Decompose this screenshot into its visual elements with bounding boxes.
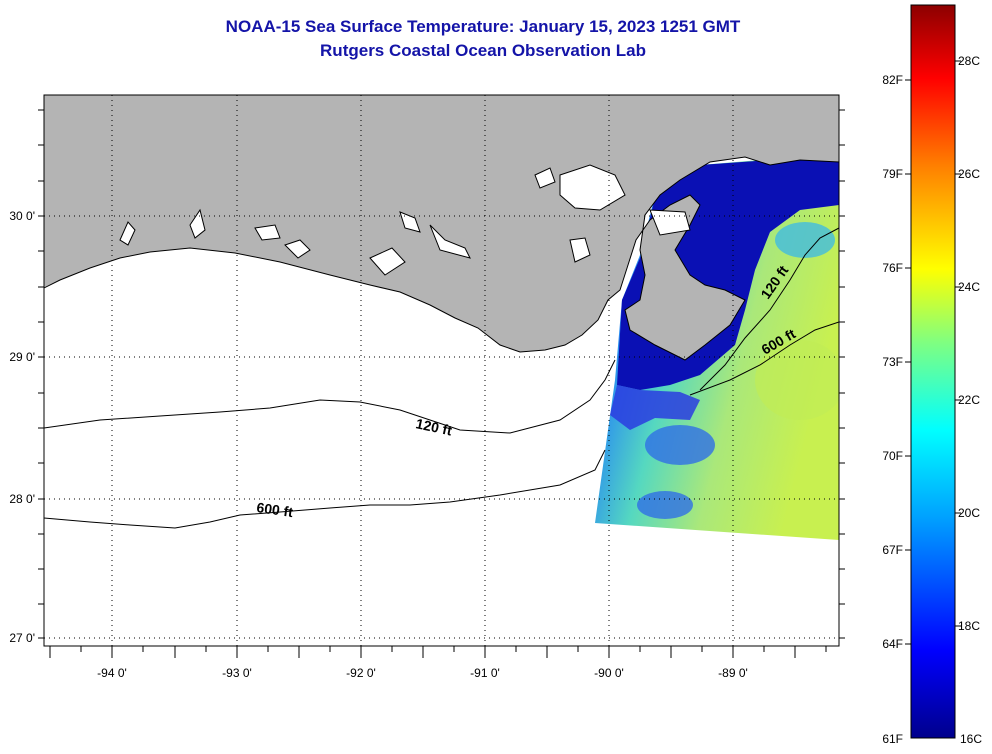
map-frame <box>43 94 840 647</box>
colorbar-f-label: 61F <box>882 732 903 746</box>
colorbar-c-label: 26C <box>958 167 980 181</box>
axis-ticks <box>38 109 845 658</box>
colorbar-f-label: 79F <box>882 167 903 181</box>
lon-label: -89 0' <box>718 666 748 680</box>
contour-label-600ft-west: 600 ft <box>256 499 295 520</box>
depth-contours <box>44 227 839 529</box>
colorbar-c-label: 20C <box>958 506 980 520</box>
lon-label: -94 0' <box>97 666 127 680</box>
land-mass <box>44 95 839 361</box>
lon-label: -90 0' <box>594 666 624 680</box>
colorbar-ticks <box>905 60 961 645</box>
contour-600ft-west <box>44 449 606 529</box>
colorbar-celsius-labels: 28C 26C 24C 22C 20C 18C 16C <box>958 54 982 746</box>
lat-label: 28 0' <box>9 492 35 506</box>
lon-label: -93 0' <box>222 666 252 680</box>
lat-label: 27 0' <box>9 631 35 645</box>
colorbar-c-label: 22C <box>958 393 980 407</box>
colorbar-f-label: 70F <box>882 449 903 463</box>
lon-label: -92 0' <box>346 666 376 680</box>
colorbar-f-label: 73F <box>882 355 903 369</box>
map-subtitle: Rutgers Coastal Ocean Observation Lab <box>320 41 646 60</box>
colorbar-c-label: 16C <box>960 732 982 746</box>
latitude-labels: 30 0' 29 0' 28 0' 27 0' <box>9 209 35 645</box>
colorbar-c-label: 24C <box>958 280 980 294</box>
colorbar-c-label: 18C <box>958 619 980 633</box>
colorbar-f-label: 64F <box>882 637 903 651</box>
lakes <box>119 164 691 276</box>
colorbar-f-label: 67F <box>882 543 903 557</box>
lat-label: 30 0' <box>9 209 35 223</box>
lat-lon-grid <box>44 95 839 646</box>
colorbar-fahrenheit-labels: 82F 79F 76F 73F 70F 67F 64F 61F <box>882 73 903 746</box>
longitude-labels: -94 0' -93 0' -92 0' -91 0' -90 0' -89 0… <box>97 666 748 680</box>
map-title: NOAA-15 Sea Surface Temperature: January… <box>225 17 741 36</box>
colorbar-c-label: 28C <box>958 54 980 68</box>
colorbar <box>910 4 956 739</box>
contour-600ft-east <box>689 321 839 396</box>
colorbar-f-label: 76F <box>882 261 903 275</box>
contour-label-120ft-west: 120 ft <box>414 415 453 438</box>
lon-label: -91 0' <box>470 666 500 680</box>
colorbar-f-label: 82F <box>882 73 903 87</box>
contour-120ft-west <box>44 359 616 434</box>
contour-120ft-east <box>699 227 839 391</box>
lat-label: 29 0' <box>9 350 35 364</box>
